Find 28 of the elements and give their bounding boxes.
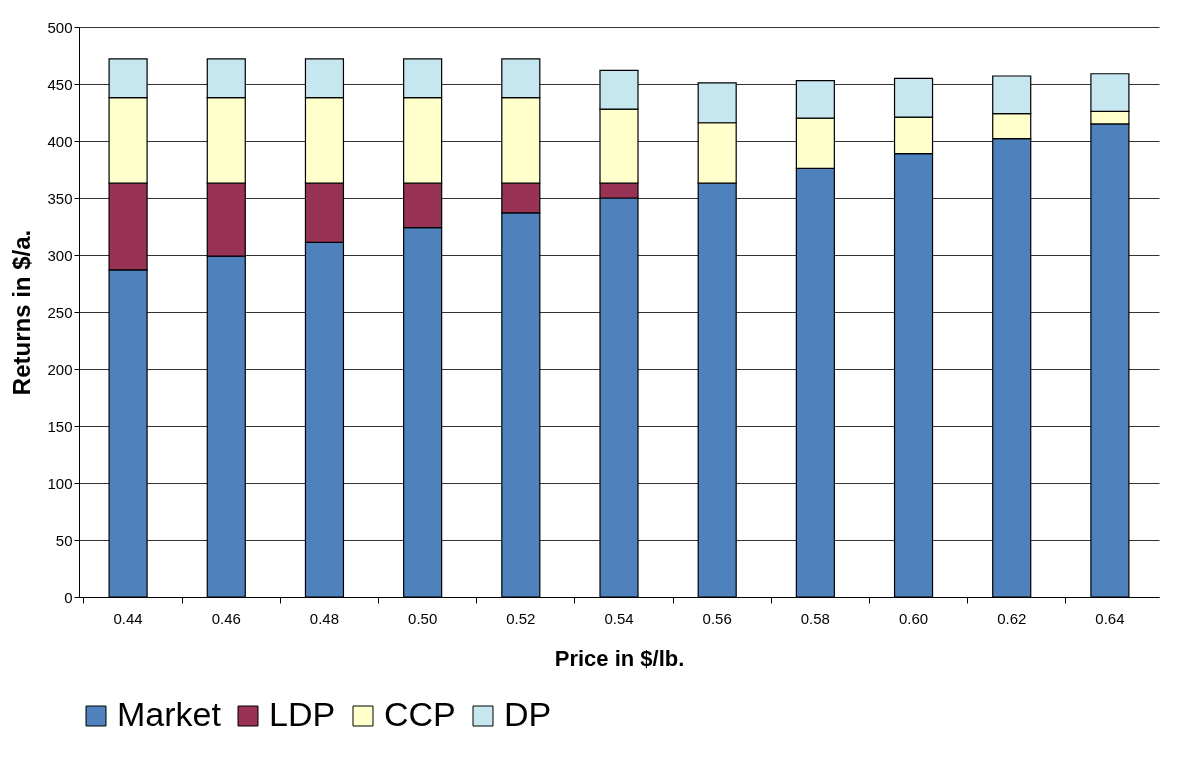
y-tick-label: 150 [47, 417, 73, 435]
y-tick-label: 500 [47, 18, 73, 36]
y-tick-label: 450 [47, 75, 73, 93]
y-tick-label: 50 [55, 531, 73, 549]
x-tick-label: 0.56 [702, 609, 732, 627]
y-tick-label: 300 [47, 246, 73, 264]
y-tick-label: 200 [47, 360, 73, 378]
x-tick-label: 0.62 [997, 609, 1027, 627]
y-axis-title: Returns in $/a. [8, 229, 36, 396]
x-tick-label: 0.60 [898, 609, 929, 627]
x-tick-label: 0.48 [309, 609, 340, 627]
y-tick-label: 250 [47, 303, 73, 321]
legend-label: LDP [269, 695, 336, 733]
x-tick-label: 0.44 [113, 609, 143, 627]
x-tick-label: 0.64 [1095, 609, 1125, 627]
y-tick-label: 350 [47, 189, 73, 207]
legend-label: CCP [384, 695, 456, 733]
y-tick-label: 400 [47, 132, 73, 150]
x-tick-label: 0.50 [408, 609, 438, 627]
legend-label: DP [504, 695, 552, 733]
x-tick-label: 0.52 [506, 609, 536, 627]
y-tick-label: 100 [47, 474, 73, 492]
y-tick-label: 0 [64, 588, 73, 606]
legend-label: Market [117, 695, 222, 733]
x-tick-label: 0.46 [211, 609, 241, 627]
x-tick-label: 0.54 [604, 609, 634, 627]
x-axis-title: Price in $/lb. [554, 645, 685, 671]
x-tick-label: 0.58 [800, 609, 830, 627]
